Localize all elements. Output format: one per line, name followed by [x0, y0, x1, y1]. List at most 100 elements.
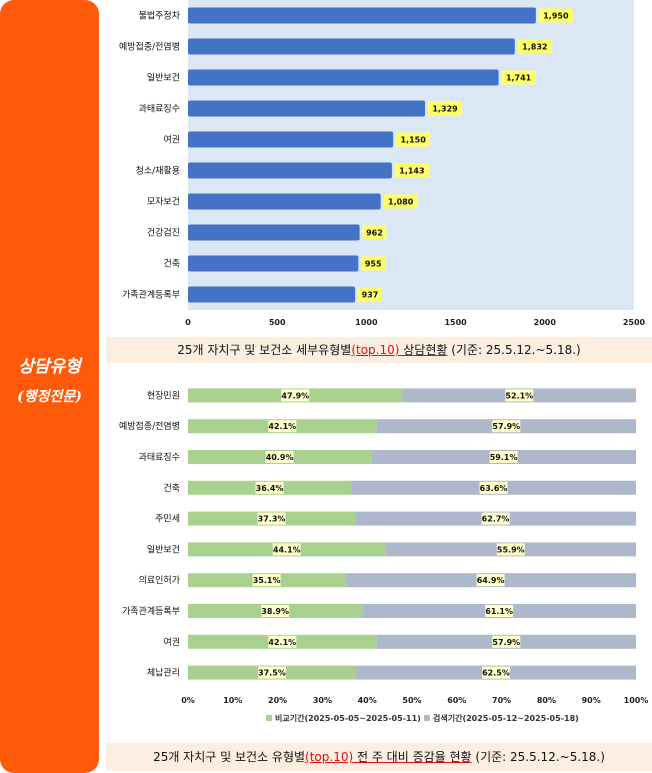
chart1-data-label-bg	[517, 39, 552, 54]
chart1-data-label-bg	[361, 256, 385, 271]
chart2-data-label-bg	[492, 635, 521, 648]
chart2-x-tick-label: 40%	[358, 696, 377, 705]
chart2-data-label-bg	[492, 420, 521, 433]
chart1-data-label-bg	[394, 163, 429, 178]
chart2-category-label: 가족관계등록부	[122, 605, 180, 617]
chart2-category-label: 체납관리	[147, 668, 180, 679]
chart1-data-label: 1,150	[401, 136, 427, 145]
chart2-data-label: 62.7%	[482, 515, 510, 524]
chart2-category-label: 과태료징수	[139, 452, 180, 463]
sidebar-title-line2: (행정전문)	[17, 389, 82, 405]
sidebar-title: 상담유형 (행정전문)	[0, 352, 99, 412]
chart1-x-tick-label: 1000	[355, 318, 378, 327]
chart2-data-label-bg	[281, 389, 310, 402]
chart2-data-label-bg	[257, 512, 286, 525]
chart2-x-tick-label: 10%	[223, 696, 242, 705]
chart1-category-label: 여권	[163, 134, 180, 146]
chart2-legend-label: 비교기간(2025-05-05~2025-05-11)	[275, 713, 421, 723]
chart2-data-label-bg	[268, 420, 297, 433]
chart2-x-tick-label: 50%	[402, 696, 421, 705]
chart2-category-label: 주민세	[155, 514, 180, 525]
chart2-data-label-bg	[482, 666, 510, 679]
chart1-data-label-bg	[396, 132, 431, 147]
chart1-category-label: 불법주정차	[139, 10, 181, 22]
chart2-data-label-bg	[265, 451, 294, 463]
chart1-data-label: 1,832	[522, 43, 547, 52]
chart2-data-label: 59.1%	[490, 453, 518, 462]
chart2-data-label: 36.4%	[256, 484, 284, 493]
chart2-caption: 25개 자치구 및 보건소 유형별(top.10) 전 주 대비 증감율 현황 …	[106, 743, 652, 771]
caption2-mid: 전 주 대비 증감율 현황	[353, 750, 472, 764]
chart1-x-tick-label: 2500	[623, 318, 646, 327]
chart2-x-tick-label: 30%	[313, 696, 332, 705]
chart2-x-tick-label: 100%	[624, 696, 649, 705]
chart1-data-label-bg	[428, 101, 463, 116]
chart2-data-label-bg	[258, 666, 286, 679]
chart2-x-tick-label: 90%	[582, 696, 601, 705]
chart1-data-label: 1,741	[506, 74, 532, 83]
chart1-category-label: 건강검진	[147, 227, 180, 239]
chart1-category-label: 예방접종/전염병	[119, 41, 180, 53]
caption1-post: (기준: 25.5.12.~5.18.)	[447, 343, 581, 357]
chart2-x-tick-label: 0%	[181, 696, 195, 705]
chart1-x-tick-label: 500	[269, 318, 286, 327]
chart1-bar	[188, 286, 356, 303]
caption2-post: (기준: 25.5.12.~5.18.)	[471, 750, 605, 764]
chart2-data-label: 64.9%	[477, 576, 505, 585]
chart1-category-label: 모자보건	[147, 197, 180, 208]
chart1-data-label: 1,329	[432, 105, 458, 114]
chart2-legend-swatch	[424, 715, 430, 721]
chart1-category-label: 과태료징수	[139, 104, 180, 115]
chart2-x-tick-label: 70%	[492, 696, 511, 705]
chart2-data-label-bg	[505, 389, 534, 402]
chart1-category-label: 청소/재활용	[136, 165, 180, 177]
chart2-data-label-bg	[272, 543, 301, 556]
caption1-pre: 25개 자치구 및 보건소 세부유형별	[177, 343, 352, 357]
chart1-data-label: 937	[362, 291, 379, 300]
chart2-category-label: 현장민원	[147, 390, 180, 401]
chart2-data-label-bg	[489, 451, 518, 463]
chart2-data-label-bg	[479, 481, 508, 494]
top10-count-bar-chart: 0 500 1000 1500 2000 2500 불법주정차 1,950 예방접종/전염병 1,…	[119, 0, 646, 327]
chart1-bar	[188, 69, 499, 86]
chart2-data-label-bg	[252, 574, 281, 587]
chart2-data-label: 42.1%	[268, 638, 296, 647]
chart2-data-label: 55.9%	[497, 545, 525, 554]
chart2-data-label: 63.6%	[480, 484, 508, 493]
chart2-category-label: 일반보건	[147, 544, 180, 555]
chart2-data-label-bg	[485, 605, 514, 617]
chart1-data-label-bg	[358, 287, 382, 302]
chart2-data-label: 38.9%	[261, 607, 289, 616]
caption1-highlight: (top.10)	[351, 343, 400, 357]
chart2-data-label-bg	[476, 574, 505, 587]
chart2-data-label-bg	[481, 512, 510, 525]
chart1-caption: 25개 자치구 및 보건소 세부유형별(top.10) 상담현황 (기준: 25…	[106, 337, 652, 363]
chart2-x-tick-label: 60%	[447, 696, 466, 705]
chart1-category-label: 일반보건	[147, 73, 180, 84]
sidebar-title-line1: 상담유형	[18, 357, 81, 377]
chart1-bar	[188, 162, 392, 179]
chart2-data-label: 57.9%	[492, 638, 520, 647]
chart1-bar	[188, 100, 426, 117]
chart2-data-label: 44.1%	[273, 545, 301, 554]
chart2-category-label: 의료인허가	[139, 575, 180, 586]
chart1-x-tick-label: 0	[185, 318, 191, 327]
chart2-category-label: 건축	[163, 483, 180, 494]
chart2-category-label: 여권	[163, 636, 180, 648]
chart2-legend-label: 검색기간(2025-05-12~2025-05-18)	[433, 713, 579, 723]
chart2-data-label: 62.5%	[482, 669, 510, 678]
chart2-data-label: 35.1%	[253, 576, 281, 585]
chart1-data-label: 1,950	[543, 12, 569, 21]
chart2-data-label: 57.9%	[492, 422, 520, 431]
chart1-data-label-bg	[362, 225, 387, 240]
chart1-bar	[188, 193, 381, 210]
chart2-data-label: 61.1%	[485, 607, 513, 616]
chart1-bar	[188, 255, 359, 272]
chart2-data-label: 37.3%	[258, 515, 286, 524]
chart1-data-label-bg	[501, 70, 536, 85]
chart1-data-label-bg	[538, 8, 573, 23]
chart2-data-label: 42.1%	[268, 422, 296, 431]
chart2-data-label-bg	[268, 635, 297, 648]
chart2-data-label: 40.9%	[266, 453, 294, 462]
